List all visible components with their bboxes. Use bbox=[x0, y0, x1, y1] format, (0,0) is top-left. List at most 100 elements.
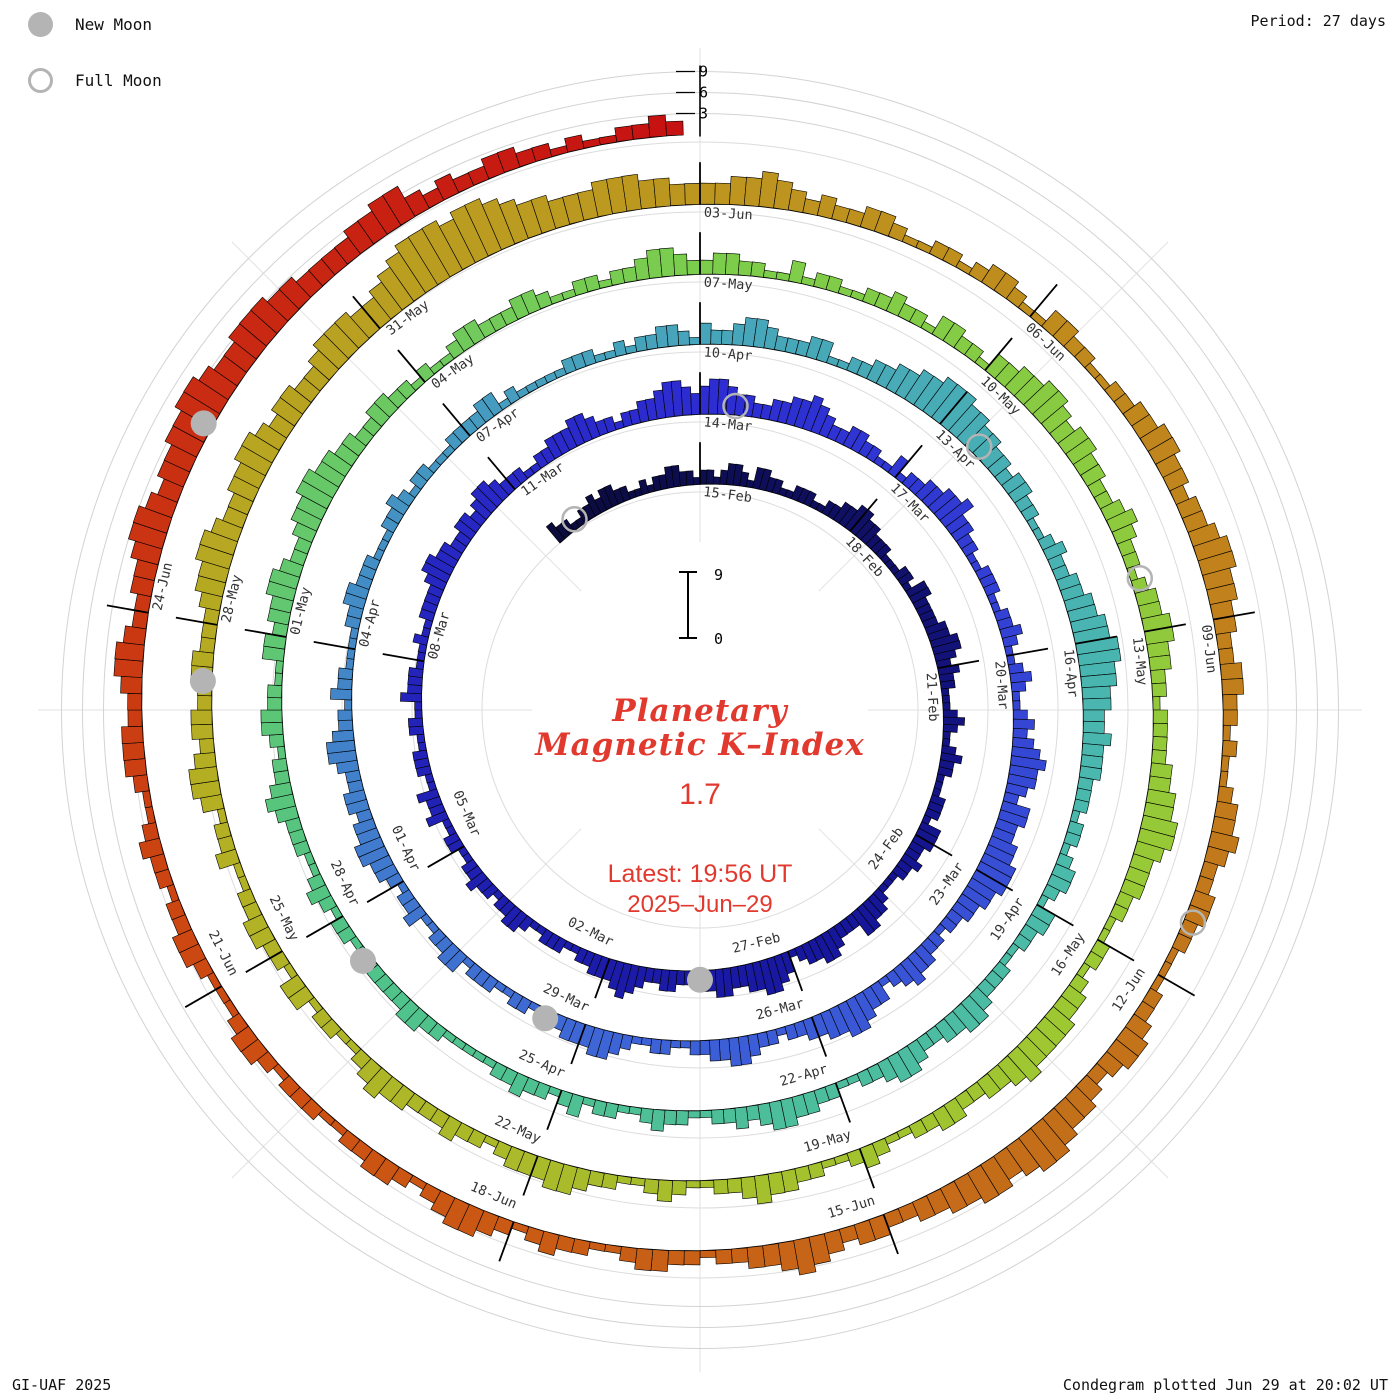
k-bar bbox=[330, 688, 353, 701]
k-bar bbox=[334, 311, 370, 349]
k-bar bbox=[885, 969, 903, 988]
k-bar bbox=[1207, 830, 1240, 854]
k-bar bbox=[1082, 720, 1105, 734]
k-bar bbox=[649, 1038, 662, 1055]
date-label: 03-Jun bbox=[703, 205, 753, 224]
k-bar bbox=[362, 554, 381, 571]
k-bar bbox=[1005, 286, 1028, 308]
k-bar bbox=[549, 292, 565, 305]
k-bar bbox=[500, 905, 522, 928]
k-bar bbox=[503, 385, 521, 405]
k-bar bbox=[397, 489, 416, 507]
k-bar bbox=[307, 873, 326, 892]
day-tick bbox=[1029, 283, 1058, 318]
k-bar bbox=[712, 252, 727, 275]
date-label: 14-Mar bbox=[703, 414, 753, 435]
k-bar bbox=[768, 1100, 787, 1131]
k-bar bbox=[1007, 1045, 1042, 1083]
k-bar bbox=[900, 853, 923, 873]
k-bar bbox=[777, 1240, 799, 1272]
k-bar bbox=[653, 177, 671, 208]
k-bar bbox=[650, 1249, 669, 1272]
k-bar bbox=[924, 807, 942, 822]
k-bar bbox=[261, 721, 284, 736]
day-tick bbox=[984, 337, 1013, 371]
k-bar bbox=[530, 194, 557, 234]
k-bar bbox=[356, 1057, 382, 1084]
k-bar bbox=[1012, 718, 1035, 730]
full-moon-marker bbox=[1126, 565, 1154, 592]
k-bar bbox=[407, 684, 423, 695]
k-bar bbox=[1222, 694, 1238, 711]
k-bar bbox=[238, 875, 251, 892]
k-bar bbox=[1032, 390, 1069, 425]
k-bar bbox=[531, 142, 553, 162]
k-bar bbox=[675, 1110, 689, 1126]
k-bar bbox=[1006, 773, 1037, 790]
k-bar bbox=[460, 858, 478, 875]
k-bar bbox=[667, 1249, 685, 1266]
k-bar bbox=[720, 329, 734, 346]
k-bar bbox=[939, 498, 974, 528]
k-bar bbox=[964, 342, 984, 363]
new-moon-marker bbox=[687, 966, 713, 993]
k-bar bbox=[631, 123, 651, 140]
k-bar bbox=[699, 259, 714, 275]
k-bar bbox=[1133, 840, 1165, 863]
k-bar bbox=[685, 470, 694, 486]
k-bar bbox=[439, 541, 463, 562]
k-bar bbox=[613, 962, 633, 1000]
date-label: 15-Feb bbox=[702, 484, 752, 506]
k-bar bbox=[458, 512, 482, 534]
k-bar bbox=[1081, 685, 1111, 700]
k-bar bbox=[942, 702, 951, 711]
k-index-bars bbox=[113, 114, 1244, 1276]
k-bar bbox=[659, 247, 676, 278]
k-bar bbox=[801, 941, 818, 965]
k-bar bbox=[508, 1072, 529, 1098]
k-bar bbox=[837, 1000, 863, 1038]
k-bar bbox=[337, 709, 353, 721]
k-bar bbox=[1111, 523, 1138, 545]
full-moon-marker bbox=[561, 506, 588, 533]
k-bar bbox=[679, 1040, 691, 1049]
k-bar bbox=[1122, 551, 1141, 569]
k-bar bbox=[1106, 508, 1138, 533]
k-bar bbox=[966, 1164, 1000, 1204]
k-bar bbox=[113, 658, 144, 678]
k-bar bbox=[352, 818, 377, 836]
k-scale-tick-label: 3 bbox=[699, 105, 708, 123]
k-bar bbox=[584, 415, 601, 440]
k-bar bbox=[193, 752, 217, 770]
day-tick bbox=[894, 444, 923, 479]
k-bar bbox=[1063, 831, 1082, 848]
k-bar bbox=[489, 1061, 508, 1081]
k-bar bbox=[199, 636, 216, 654]
k-bar bbox=[771, 478, 784, 495]
k-bar bbox=[684, 183, 701, 205]
k-bar bbox=[706, 469, 715, 485]
day-tick bbox=[594, 958, 611, 999]
day-tick bbox=[1006, 647, 1049, 657]
k-bar bbox=[670, 380, 684, 417]
day-tick bbox=[915, 833, 953, 857]
k-bar bbox=[359, 1148, 387, 1177]
k-bar bbox=[428, 928, 447, 947]
k-bar bbox=[561, 288, 577, 300]
k-bar bbox=[424, 553, 455, 576]
k-bar bbox=[311, 1007, 333, 1029]
k-bar bbox=[279, 384, 312, 415]
k-bar bbox=[1065, 437, 1098, 466]
k-bar bbox=[254, 422, 288, 451]
new-moon-marker bbox=[350, 947, 376, 974]
k-bar bbox=[1005, 1137, 1041, 1177]
k-bar bbox=[210, 517, 243, 542]
k-bar bbox=[803, 490, 817, 508]
k-bar bbox=[800, 276, 816, 287]
k-bar bbox=[127, 709, 143, 727]
k-bar bbox=[564, 134, 585, 153]
k-bar bbox=[665, 120, 684, 137]
k-bar bbox=[638, 479, 649, 495]
k-bar bbox=[565, 1093, 585, 1118]
k-bar bbox=[802, 395, 824, 432]
